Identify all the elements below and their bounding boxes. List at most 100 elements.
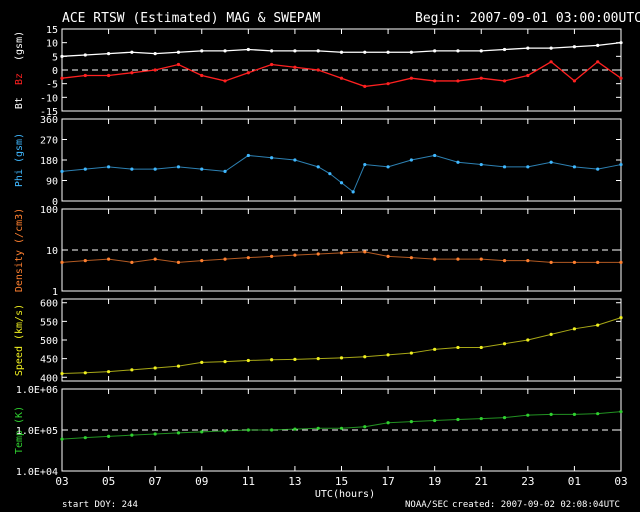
data-point-phi xyxy=(153,167,157,171)
data-point-bz xyxy=(502,79,507,83)
density-ylabel: Density (/cm3) xyxy=(14,208,25,292)
data-point-bt xyxy=(433,49,437,53)
data-point-speed xyxy=(409,351,413,355)
y-tick-label: 90 xyxy=(46,177,58,188)
data-point-density xyxy=(223,257,227,261)
y-tick-label: 0 xyxy=(52,66,58,77)
data-point-speed xyxy=(316,357,320,361)
data-point-temp xyxy=(176,431,181,435)
data-point-temp xyxy=(339,426,344,430)
y-tick-label: 550 xyxy=(40,317,58,328)
start-doy: start DOY: 244 xyxy=(62,500,138,510)
data-point-temp xyxy=(386,421,390,425)
y-tick-label: 450 xyxy=(40,355,58,366)
data-point-temp xyxy=(83,436,87,440)
data-point-bz xyxy=(596,60,600,64)
data-point-speed xyxy=(176,364,181,368)
data-point-temp xyxy=(479,416,483,421)
data-point-temp xyxy=(596,412,600,416)
data-point-bt xyxy=(386,50,390,54)
data-point-bz xyxy=(153,68,157,72)
data-point-phi xyxy=(130,167,134,171)
y-tick-label: 360 xyxy=(40,115,58,126)
data-point-speed xyxy=(130,368,134,372)
y-tick-label: 5 xyxy=(52,52,58,63)
data-point-density xyxy=(433,257,437,261)
data-point-bz xyxy=(246,71,250,75)
data-point-temp xyxy=(246,428,250,432)
data-point-bz xyxy=(409,76,413,80)
x-tick-label: 07 xyxy=(149,475,162,488)
data-point-bt xyxy=(549,46,553,50)
data-point-speed xyxy=(270,358,274,362)
data-point-density xyxy=(316,252,320,256)
data-point-speed xyxy=(479,345,483,350)
y-tick-label: 10 xyxy=(46,39,58,50)
data-point-phi xyxy=(549,160,553,164)
data-point-phi xyxy=(223,169,227,173)
x-tick-label: 11 xyxy=(242,475,255,488)
data-point-phi xyxy=(479,162,483,167)
data-point-density xyxy=(153,257,157,261)
data-point-temp xyxy=(363,425,367,429)
data-point-bz xyxy=(200,73,204,78)
data-point-bz xyxy=(549,60,553,64)
x-tick-label: 21 xyxy=(475,475,488,488)
y-axis-labels: Bt Bz (gsm) Phi (gsm) Density (/cm3) Spe… xyxy=(14,31,25,454)
data-point-bz xyxy=(339,76,344,80)
y-tick-label: -10 xyxy=(40,93,58,104)
y-tick-label: 270 xyxy=(40,136,58,147)
x-tick-label: 03 xyxy=(55,475,68,488)
data-point-density xyxy=(572,260,577,264)
data-point-temp xyxy=(549,412,553,417)
data-point-speed xyxy=(200,360,204,364)
data-point-phi xyxy=(619,162,623,167)
data-point-bz xyxy=(130,71,134,75)
data-point-phi xyxy=(270,156,274,160)
data-point-temp xyxy=(572,412,577,417)
data-point-speed xyxy=(456,345,460,350)
data-point-phi xyxy=(363,162,367,167)
x-tick-label: 19 xyxy=(428,475,441,488)
y-tick-label: 1.0E+04 xyxy=(16,467,58,478)
data-point-temp xyxy=(456,417,460,422)
y-tick-label: 100 xyxy=(40,205,58,216)
data-point-bz xyxy=(106,73,111,78)
data-point-bt xyxy=(526,46,530,50)
data-point-density xyxy=(60,260,64,264)
data-point-speed xyxy=(293,357,297,361)
bt-label: Bt xyxy=(14,97,25,109)
data-point-phi xyxy=(572,165,577,169)
data-point-bz xyxy=(363,84,367,88)
data-point-temp xyxy=(293,427,297,431)
data-point-bt xyxy=(293,49,297,53)
data-point-bz xyxy=(60,76,64,80)
data-point-bt xyxy=(130,50,134,54)
data-point-phi xyxy=(293,158,297,162)
begin-time: Begin: 2007-09-01 03:00:00UTC xyxy=(415,11,640,26)
data-point-speed xyxy=(60,371,64,376)
data-point-bz xyxy=(479,76,483,80)
data-point-bz xyxy=(223,79,227,83)
data-point-bz xyxy=(293,65,297,69)
data-point-temp xyxy=(433,418,437,423)
data-point-bz xyxy=(316,68,320,72)
x-tick-label: 05 xyxy=(102,475,115,488)
data-point-phi xyxy=(200,167,204,171)
data-point-bt xyxy=(223,49,227,53)
y-tick-label: 1 xyxy=(52,287,58,298)
data-point-bz xyxy=(619,76,623,80)
y-tick-label: 1.0E+06 xyxy=(16,385,58,396)
data-point-temp xyxy=(409,420,413,424)
data-point-bt xyxy=(83,53,87,57)
data-point-speed xyxy=(526,338,530,342)
data-point-bz xyxy=(386,82,390,86)
data-point-phi xyxy=(502,165,507,169)
data-point-bt xyxy=(502,47,507,52)
data-point-phi xyxy=(526,165,530,169)
x-axis-label: UTC(hours) xyxy=(315,489,375,500)
x-tick-label: 13 xyxy=(288,475,301,488)
data-point-density xyxy=(200,259,204,263)
